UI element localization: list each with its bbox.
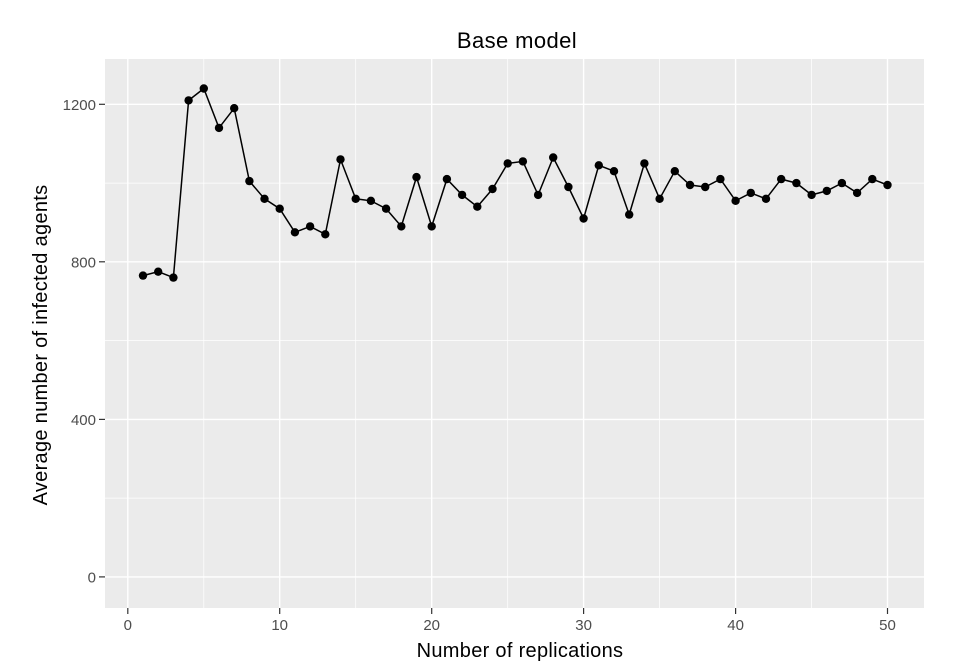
x-axis-title: Number of replications (417, 640, 624, 662)
data-point (473, 202, 482, 211)
data-point (366, 196, 376, 205)
x-tick-label: 20 (423, 617, 440, 634)
data-point (625, 210, 634, 219)
data-point (716, 174, 725, 184)
data-point (442, 174, 452, 184)
x-tick-label: 30 (575, 617, 592, 634)
data-point (746, 188, 755, 198)
plot-layer: 0 10 20 30 40 50 0 400 800 1200 (63, 59, 924, 634)
data-point (412, 172, 421, 182)
data-point (777, 174, 786, 184)
data-point (533, 190, 543, 200)
data-point (488, 184, 497, 194)
x-tick-label: 10 (271, 617, 288, 634)
data-point (518, 157, 528, 166)
y-tick-label: 800 (71, 254, 96, 271)
data-point (822, 186, 831, 196)
data-point (427, 222, 436, 231)
y-tick-label: 0 (88, 569, 96, 586)
y-tick-label: 400 (71, 412, 96, 429)
data-point (275, 204, 284, 213)
data-point (245, 176, 254, 186)
data-point (457, 190, 467, 200)
chart-title: Base model (457, 28, 577, 53)
data-point (351, 194, 360, 203)
data-point (701, 182, 710, 192)
data-point (564, 182, 573, 192)
data-point (807, 190, 816, 200)
data-point (169, 273, 178, 282)
plot-panel (105, 59, 924, 608)
data-point (579, 214, 588, 223)
x-tick-label: 50 (879, 617, 896, 634)
data-point (549, 153, 558, 162)
data-point (837, 178, 847, 188)
data-point (685, 180, 695, 190)
data-point (868, 174, 877, 184)
data-point (670, 167, 679, 176)
data-point (640, 159, 649, 168)
data-point (305, 222, 315, 231)
data-point (154, 267, 163, 276)
x-tick-label: 0 (124, 617, 132, 634)
data-point (594, 161, 603, 170)
data-point (731, 196, 740, 205)
x-tick-label: 40 (727, 617, 744, 634)
data-point (852, 188, 862, 198)
data-point (138, 271, 148, 280)
data-point (260, 194, 269, 203)
data-point (336, 155, 345, 164)
data-point (199, 84, 208, 93)
data-point (381, 204, 391, 213)
y-axis-title: Average number of infected agents (30, 185, 52, 506)
data-point (655, 194, 664, 203)
data-point (214, 123, 224, 133)
data-point (609, 167, 619, 176)
data-point (761, 194, 771, 203)
data-point (883, 180, 892, 190)
data-point (184, 96, 193, 105)
data-point (792, 178, 801, 188)
data-point (397, 222, 406, 231)
data-point (230, 104, 239, 113)
y-tick-label: 1200 (63, 97, 96, 114)
data-point (321, 230, 330, 239)
data-point (503, 159, 512, 168)
data-point (290, 228, 300, 237)
